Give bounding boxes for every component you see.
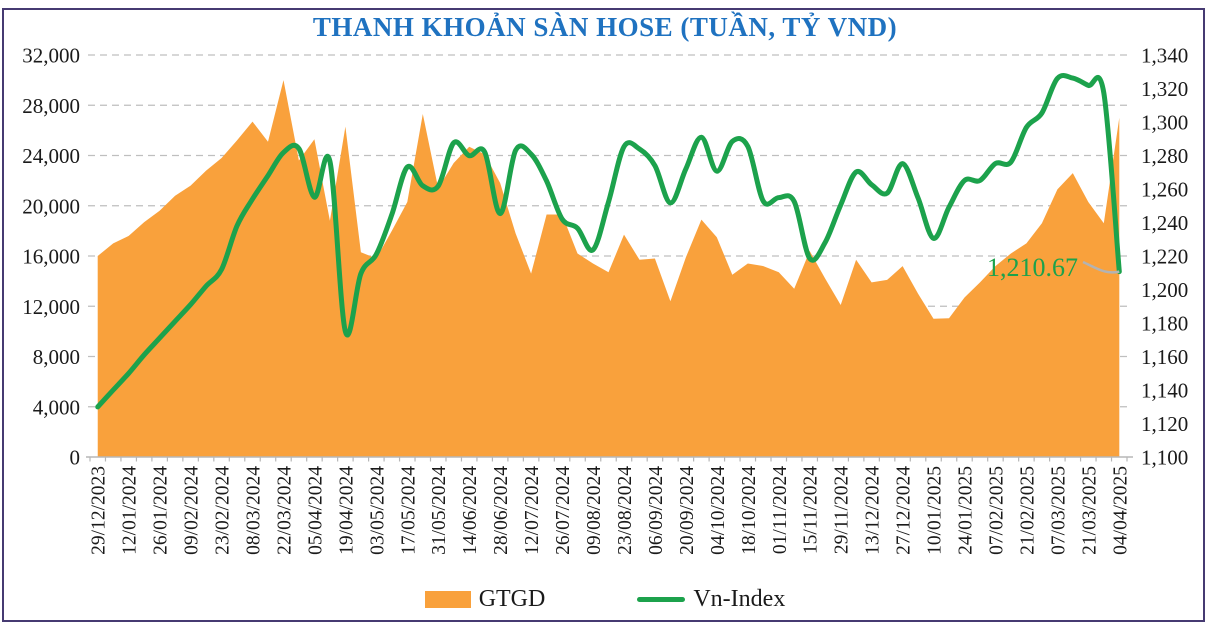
chart-legend: GTGD Vn-Index xyxy=(0,586,1210,613)
right-axis-labels: 1,100 1,120 1,140 1,160 1,180 1,200 1,220 1,240… xyxy=(1141,44,1188,470)
legend-item-vnindex: Vn-Index xyxy=(637,586,785,613)
svg-text:04/04/2025: 04/04/2025 xyxy=(1110,466,1131,555)
gtgd-area-series xyxy=(97,80,1120,457)
svg-text:16,000: 16,000 xyxy=(22,245,80,269)
svg-text:8,000: 8,000 xyxy=(33,345,80,369)
svg-text:09/02/2024: 09/02/2024 xyxy=(182,466,203,555)
svg-text:20,000: 20,000 xyxy=(22,194,80,218)
svg-text:09/08/2024: 09/08/2024 xyxy=(584,466,605,555)
svg-text:0: 0 xyxy=(70,446,81,470)
svg-text:1,340: 1,340 xyxy=(1141,44,1188,68)
svg-text:1,260: 1,260 xyxy=(1141,178,1188,202)
svg-text:1,320: 1,320 xyxy=(1141,77,1188,101)
svg-text:17/05/2024: 17/05/2024 xyxy=(398,466,419,555)
svg-text:1,300: 1,300 xyxy=(1141,111,1188,135)
svg-text:01/11/2024: 01/11/2024 xyxy=(770,466,791,554)
svg-text:1,160: 1,160 xyxy=(1141,345,1188,369)
vnindex-line-series xyxy=(95,72,1122,410)
svg-text:07/02/2025: 07/02/2025 xyxy=(986,466,1007,555)
svg-text:1,100: 1,100 xyxy=(1141,446,1188,470)
svg-text:21/03/2025: 21/03/2025 xyxy=(1079,466,1100,555)
svg-text:1,240: 1,240 xyxy=(1141,211,1188,235)
svg-text:26/01/2024: 26/01/2024 xyxy=(151,466,172,555)
svg-text:05/04/2024: 05/04/2024 xyxy=(305,466,326,555)
svg-text:1,180: 1,180 xyxy=(1141,312,1188,336)
svg-text:23/02/2024: 23/02/2024 xyxy=(213,466,234,555)
svg-text:07/03/2025: 07/03/2025 xyxy=(1048,466,1069,555)
svg-text:1,280: 1,280 xyxy=(1141,144,1188,168)
svg-text:28/06/2024: 28/06/2024 xyxy=(491,466,512,555)
chart-title: THANH KHOẢN SÀN HOSE (TUẦN, TỶ VND) xyxy=(312,12,898,42)
svg-text:08/03/2024: 08/03/2024 xyxy=(244,466,265,555)
x-axis-labels: 29/12/2023 12/01/2024 26/01/2024 09/02/2024… xyxy=(89,466,1132,555)
svg-text:4,000: 4,000 xyxy=(33,395,80,419)
svg-text:24,000: 24,000 xyxy=(22,144,80,168)
svg-text:12/07/2024: 12/07/2024 xyxy=(522,466,543,555)
svg-text:22/03/2024: 22/03/2024 xyxy=(274,466,295,555)
vnindex-line-swatch-icon xyxy=(637,597,686,602)
svg-text:29/11/2024: 29/11/2024 xyxy=(832,466,853,554)
svg-text:19/04/2024: 19/04/2024 xyxy=(336,466,357,555)
svg-text:27/12/2024: 27/12/2024 xyxy=(894,466,915,555)
legend-label-gtgd: GTGD xyxy=(478,586,546,612)
svg-text:10/01/2025: 10/01/2025 xyxy=(925,466,946,555)
legend-item-gtgd: GTGD xyxy=(424,586,546,613)
svg-text:24/01/2025: 24/01/2025 xyxy=(955,466,976,555)
legend-label-vnindex: Vn-Index xyxy=(693,586,786,612)
x-axis xyxy=(86,456,1133,462)
annotation-leader-line xyxy=(1082,260,1120,274)
svg-text:1,220: 1,220 xyxy=(1141,245,1188,269)
svg-text:32,000: 32,000 xyxy=(22,44,80,68)
svg-text:31/05/2024: 31/05/2024 xyxy=(429,466,450,555)
svg-text:03/05/2024: 03/05/2024 xyxy=(367,466,388,555)
svg-text:26/07/2024: 26/07/2024 xyxy=(553,466,574,555)
svg-text:12/01/2024: 12/01/2024 xyxy=(120,466,141,555)
svg-text:21/02/2025: 21/02/2025 xyxy=(1017,466,1038,555)
svg-text:04/10/2024: 04/10/2024 xyxy=(708,466,729,555)
svg-text:1,140: 1,140 xyxy=(1141,379,1188,403)
svg-text:12,000: 12,000 xyxy=(22,295,80,319)
last-value-annotation: 1,210.67 xyxy=(987,253,1078,282)
svg-text:14/06/2024: 14/06/2024 xyxy=(460,466,481,555)
svg-text:23/08/2024: 23/08/2024 xyxy=(615,466,636,555)
svg-text:1,120: 1,120 xyxy=(1141,412,1188,436)
left-axis-labels: 0 4,000 8,000 12,000 16,000 20,000 24,000 28,00… xyxy=(22,44,80,470)
svg-text:20/09/2024: 20/09/2024 xyxy=(677,466,698,555)
svg-text:15/11/2024: 15/11/2024 xyxy=(801,466,822,554)
svg-text:1,200: 1,200 xyxy=(1141,278,1188,302)
svg-text:18/10/2024: 18/10/2024 xyxy=(739,466,760,555)
svg-text:06/09/2024: 06/09/2024 xyxy=(646,466,667,555)
svg-text:28,000: 28,000 xyxy=(22,94,80,118)
svg-text:13/12/2024: 13/12/2024 xyxy=(863,466,884,555)
gtgd-area-swatch-icon xyxy=(424,591,471,608)
svg-text:29/12/2023: 29/12/2023 xyxy=(89,466,110,555)
